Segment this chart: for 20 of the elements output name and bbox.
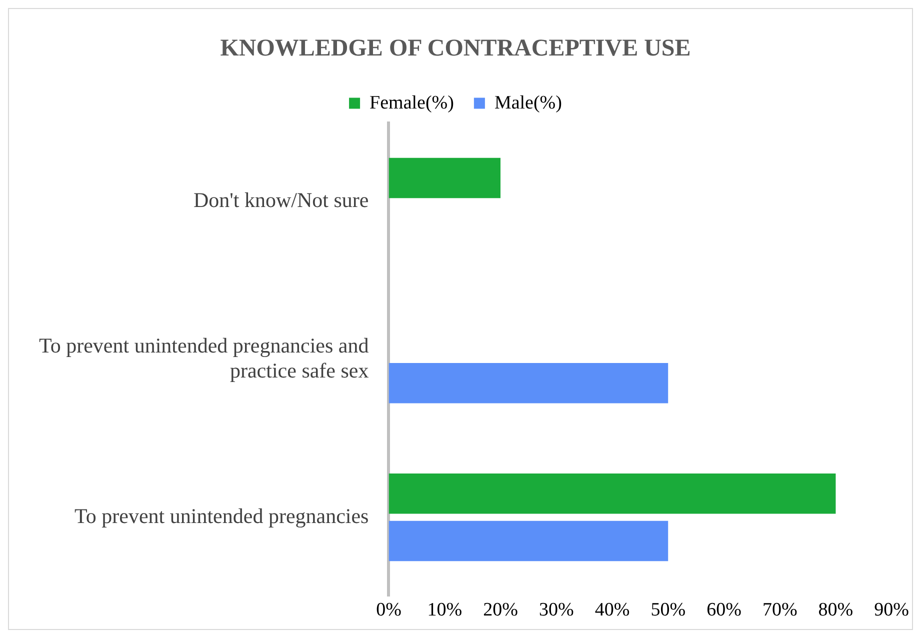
x-tick-label: 0% <box>376 600 402 621</box>
chart-title: KNOWLEDGE OF CONTRACEPTIVE USE <box>220 36 691 62</box>
y-tick-label: To prevent unintended pregnancies and practice safe sex <box>38 333 370 383</box>
legend-label: Male(%) <box>494 92 562 114</box>
x-tick-label: 50% <box>650 600 686 621</box>
x-tick-label: 10% <box>427 600 462 621</box>
y-tick-label: Don't know/Not sure <box>193 188 369 212</box>
x-tick-label: 70% <box>762 600 798 621</box>
x-tick-label: 20% <box>483 600 518 621</box>
bar <box>388 158 500 198</box>
x-tick-label: 40% <box>594 600 630 621</box>
legend-label: Female(%) <box>370 92 454 114</box>
x-tick-label: 60% <box>706 600 742 621</box>
x-tick-label: 90% <box>874 600 910 621</box>
bar <box>388 474 836 514</box>
y-tick-label: To prevent unintended pregnancies <box>74 504 369 528</box>
bar <box>388 520 668 562</box>
x-tick-label: 80% <box>818 600 854 621</box>
bar <box>388 363 668 404</box>
x-tick-label: 30% <box>538 600 574 621</box>
